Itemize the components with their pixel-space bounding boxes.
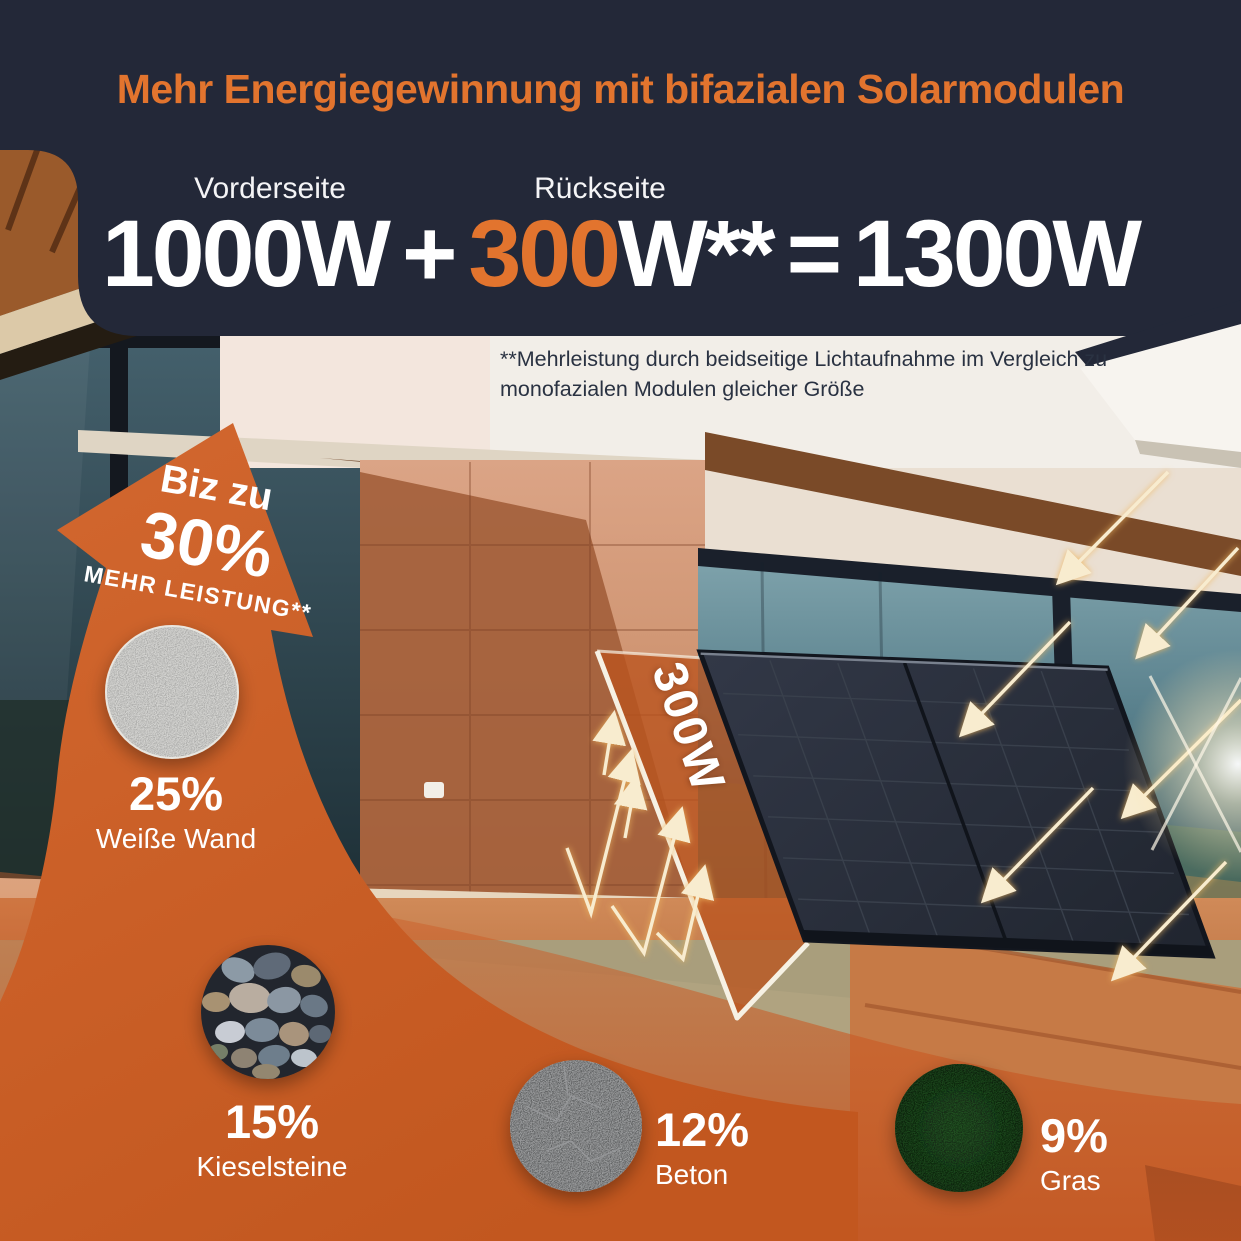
stat-grass-label: Gras bbox=[1040, 1165, 1101, 1196]
reflector-parallelogram bbox=[594, 649, 810, 1021]
back-power-value: 300 bbox=[468, 201, 621, 307]
stat-concrete-pct: 12% bbox=[655, 1103, 750, 1156]
stat-pebbles-label: Kieselsteine bbox=[196, 1151, 348, 1182]
swatch-concrete bbox=[510, 1060, 642, 1192]
stat-grass-pct: 9% bbox=[1040, 1109, 1108, 1162]
sun-flare bbox=[1123, 649, 1241, 879]
stat-white-wall-label: Weiße Wand bbox=[95, 823, 257, 854]
equals-sign: = bbox=[786, 201, 843, 307]
banner-title: Mehr Energiegewinnung mit bifazialen Sol… bbox=[116, 66, 1125, 112]
swatch-pebbles bbox=[201, 945, 335, 1079]
footnote: **Mehrleistung durch beidseitige Lichtau… bbox=[500, 347, 1108, 402]
roof-fold-wedge bbox=[1075, 300, 1241, 468]
swatch-grass bbox=[895, 1064, 1023, 1192]
stat-pebbles-pct: 15% bbox=[224, 1095, 320, 1148]
wall-switch bbox=[424, 782, 444, 798]
front-side-label: Vorderseite bbox=[194, 172, 346, 205]
stat-white-wall-pct: 25% bbox=[128, 767, 224, 820]
stat-pebbles: 15% Kieselsteine bbox=[197, 1098, 348, 1181]
back-side-label: Rückseite bbox=[534, 172, 666, 205]
plus-sign: + bbox=[401, 201, 458, 307]
front-power-value: 1000W bbox=[101, 201, 391, 307]
stat-concrete: 12% Beton bbox=[655, 1106, 749, 1189]
power-equation: 1000W +300W** = 1300W bbox=[0, 200, 1241, 309]
header-banner bbox=[0, 0, 1241, 336]
total-power-value: 1300W bbox=[853, 201, 1142, 307]
stat-concrete-label: Beton bbox=[655, 1159, 729, 1190]
swatch-white-wall bbox=[105, 625, 239, 759]
reflected-light-arrows bbox=[565, 709, 715, 963]
back-power-suffix: W** bbox=[617, 201, 776, 307]
stat-grass: 9% Gras bbox=[1040, 1112, 1108, 1195]
stat-white-wall: 25% Weiße Wand bbox=[96, 770, 256, 853]
